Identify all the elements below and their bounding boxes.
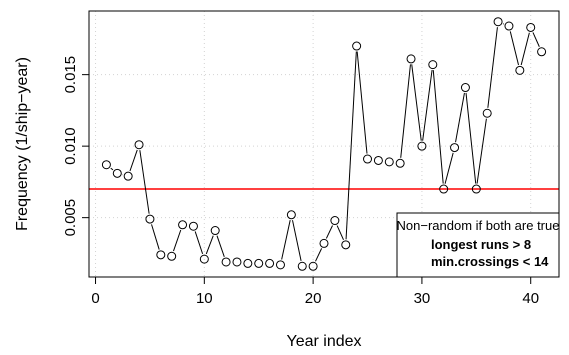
series-segment [465,92,477,184]
series-segment [444,152,454,184]
data-point [275,260,285,270]
y-tick-label: 0.010 [62,127,79,165]
data-point [471,184,481,194]
legend: Non−random if both are true longest runs… [396,212,560,278]
data-point [308,261,318,271]
data-point [167,251,177,261]
series-segment [422,70,433,141]
data-point [221,257,231,267]
series-segment [476,118,487,184]
x-tick-label: 40 [522,290,539,307]
series-segment [151,224,160,250]
series-segment [487,27,498,108]
series-segment [216,235,225,257]
data-point [101,160,111,170]
x-axis: 0 10 20 30 40 [91,276,539,307]
y-tick-label: 0.005 [62,199,79,237]
series-segment [110,167,114,171]
data-point [493,17,503,27]
data-point [504,21,514,31]
series-segment [194,231,204,255]
y-axis: 0.005 0.010 0.015 [62,56,90,237]
legend-box [396,212,560,278]
data-point [417,141,427,151]
data-point [145,214,155,224]
series-segment [509,31,520,66]
data-point [352,41,362,51]
legend-entry-min-crossings: min.crossings < 14 [431,254,549,269]
series-segment [411,64,422,141]
legend-entry-longest-runs: longest runs > 8 [431,237,531,252]
x-axis-title: Year index [286,333,361,350]
data-point [363,154,373,164]
data-point [210,226,220,236]
data-point [341,240,351,250]
series-segment [173,229,182,252]
data-point [297,261,307,271]
series-segment [315,248,323,262]
data-point [199,254,209,264]
data-point [450,143,460,153]
series-segment [345,51,357,240]
data-point [373,155,383,165]
data-point [134,140,144,150]
series-segment [432,70,444,184]
data-point [428,60,438,70]
y-tick-label: 0.015 [62,56,79,94]
series-segment [205,235,214,255]
data-point [265,258,275,268]
data-point [395,158,405,168]
grid-lines [89,11,559,277]
data-point [460,83,470,93]
data-point [188,221,198,231]
series-segment [520,32,530,66]
data-point [406,54,416,64]
data-point [526,22,536,32]
data-point [254,258,264,268]
series-segment [532,32,540,47]
data-point [537,47,547,57]
series-segment [356,51,368,154]
series-segment [400,64,411,158]
data-point [384,157,394,167]
data-point [232,257,242,267]
data-point [178,220,188,230]
data-point [439,184,449,194]
data-series [101,17,547,271]
x-tick-label: 10 [196,290,213,307]
legend-title: Non−random if both are true [397,218,560,233]
series-segment [139,150,150,214]
data-point [286,210,296,220]
series-segment [281,220,291,260]
data-point [112,168,122,178]
x-tick-label: 20 [305,290,322,307]
data-point [482,108,492,118]
series-segment [129,149,138,172]
data-point [330,216,340,226]
data-point [319,238,329,248]
series-segment [325,225,333,239]
series-segment [336,225,344,241]
series-segment [455,92,465,143]
x-tick-label: 0 [91,290,99,307]
data-point [156,250,166,260]
series-segment [292,220,302,261]
x-tick-label: 30 [414,290,431,307]
data-point [123,171,133,181]
data-point [515,65,525,75]
data-point [243,258,253,268]
y-axis-title: Frequency (1/ship−year) [14,57,31,231]
